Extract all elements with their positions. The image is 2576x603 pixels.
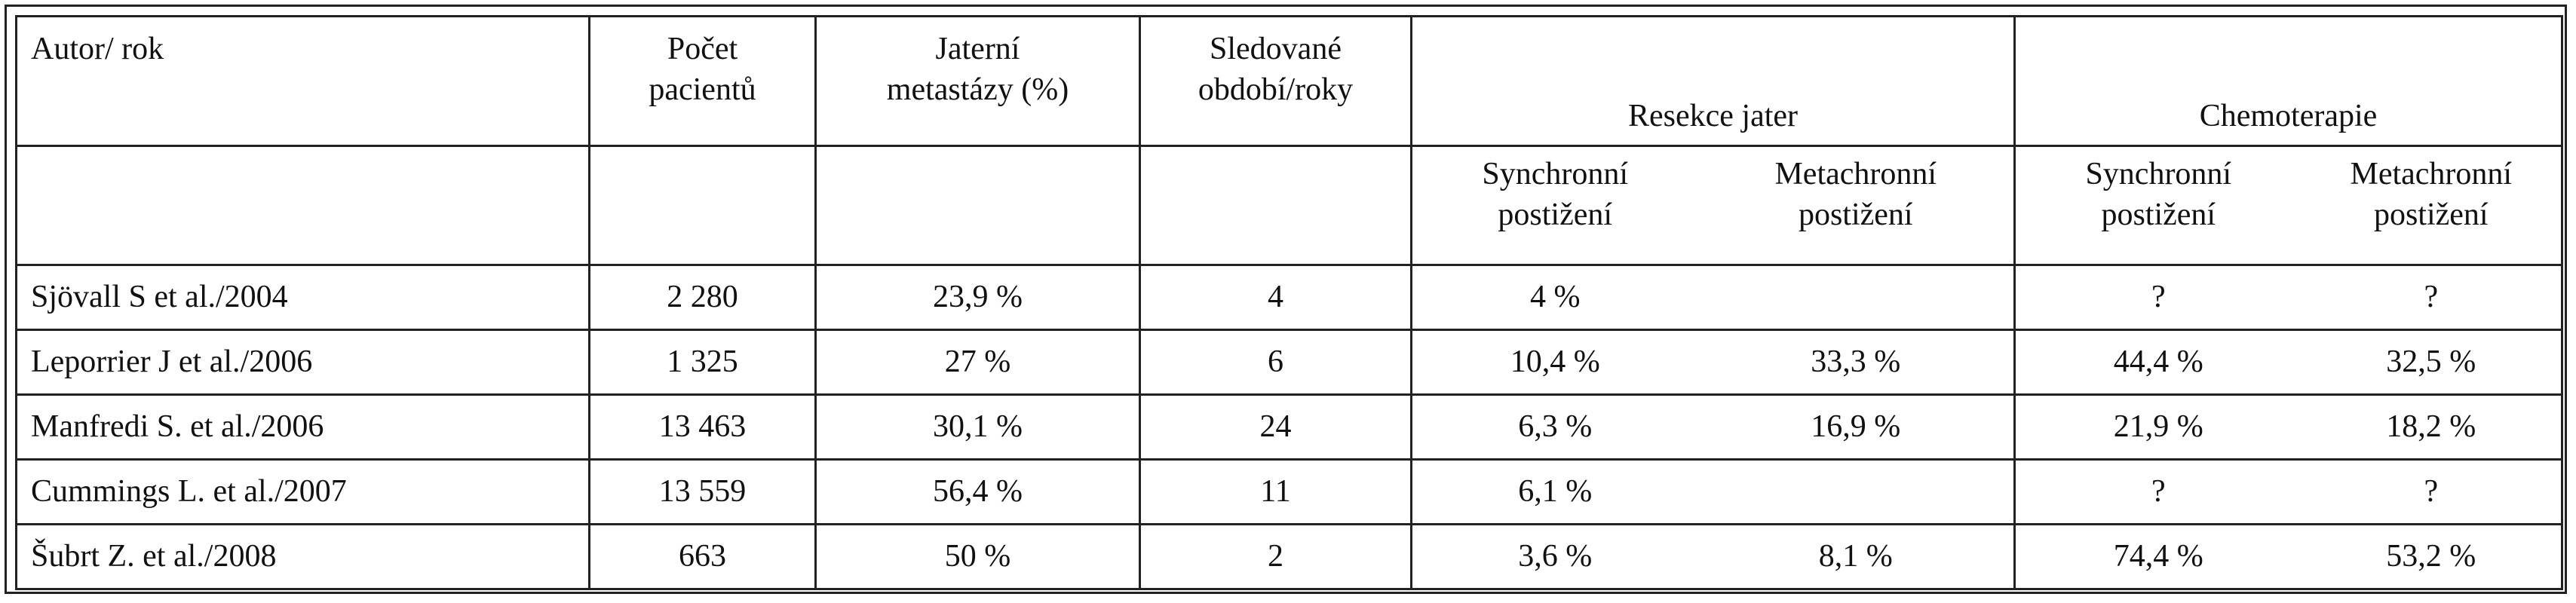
cell-patients: 13 463	[588, 393, 817, 461]
cell-liver: 30,1 %	[814, 393, 1141, 461]
table-subheader-row: Synchronní postižení Metachronní postiže…	[15, 145, 2564, 266]
header-patients: Počet pacientů	[588, 15, 817, 147]
cell-res-meta	[1697, 264, 2016, 331]
header-patients-line1: Počet	[667, 32, 738, 66]
table-row: Leporrier J et al./2006 1 325 27 % 6 10,…	[15, 329, 2564, 396]
cell-followup: 11	[1139, 458, 1412, 525]
cell-chemo-meta: 32,5 %	[2301, 329, 2564, 396]
table-frame	[5, 5, 2567, 594]
cell-chemo-meta: ?	[2301, 264, 2564, 331]
cell-patients: 663	[588, 523, 817, 590]
header-liver-metastases: Jaterní metastázy (%)	[814, 15, 1141, 147]
header-patients-line2: pacientů	[649, 72, 756, 107]
cell-res-meta: 8,1 %	[1697, 523, 2016, 590]
cell-followup: 2	[1139, 523, 1412, 590]
subheader-chemo-sync-line2: postižení	[2101, 197, 2216, 232]
header-author: Autor/ rok	[15, 15, 590, 147]
cell-res-meta	[1697, 458, 2016, 525]
cell-followup: 6	[1139, 329, 1412, 396]
cell-res-sync: 10,4 %	[1410, 329, 1698, 396]
subheader-empty-author	[15, 145, 590, 266]
cell-res-meta: 33,3 %	[1697, 329, 2016, 396]
subheader-resection-meta: Metachronní postižení	[1697, 145, 2016, 266]
cell-author: Manfredi S. et al./2006	[15, 393, 590, 461]
table-header-row: Autor/ rok Počet pacientů Jaterní metast…	[15, 15, 2564, 147]
cell-chemo-sync: 74,4 %	[2013, 523, 2302, 590]
cell-author: Šubrt Z. et al./2008	[15, 523, 590, 590]
header-followup: Sledované období/roky	[1139, 15, 1412, 147]
cell-author: Cummings L. et al./2007	[15, 458, 590, 525]
cell-chemo-meta: 18,2 %	[2301, 393, 2564, 461]
table-row: Manfredi S. et al./2006 13 463 30,1 % 24…	[15, 393, 2564, 461]
cell-patients: 2 280	[588, 264, 817, 331]
subheader-resection-sync-line1: Synchronní	[1482, 157, 1629, 191]
cell-res-sync: 3,6 %	[1410, 523, 1698, 590]
subheader-resection-sync-line2: postižení	[1498, 197, 1613, 232]
subheader-empty-patients	[588, 145, 817, 266]
subheader-resection-meta-line2: postižení	[1798, 197, 1913, 232]
cell-res-sync: 6,1 %	[1410, 458, 1698, 525]
cell-liver: 56,4 %	[814, 458, 1141, 525]
header-chemotherapy: Chemoterapie	[2013, 15, 2564, 147]
cell-chemo-sync: 21,9 %	[2013, 393, 2302, 461]
cell-res-meta: 16,9 %	[1697, 393, 2016, 461]
subheader-resection-meta-line1: Metachronní	[1774, 157, 1937, 191]
cell-chemo-sync: ?	[2013, 264, 2302, 331]
cell-liver: 27 %	[814, 329, 1141, 396]
table-row: Sjövall S et al./2004 2 280 23,9 % 4 4 %…	[15, 264, 2564, 331]
cell-liver: 50 %	[814, 523, 1141, 590]
subheader-empty-liver	[814, 145, 1141, 266]
cell-chemo-sync: 44,4 %	[2013, 329, 2302, 396]
subheader-chemo-meta-line2: postižení	[2373, 197, 2489, 232]
cell-chemo-meta: ?	[2301, 458, 2564, 525]
header-followup-line2: období/roky	[1198, 72, 1354, 107]
cell-res-sync: 4 %	[1410, 264, 1698, 331]
cell-patients: 1 325	[588, 329, 817, 396]
subheader-resection-sync: Synchronní postižení	[1410, 145, 1698, 266]
cell-chemo-meta: 53,2 %	[2301, 523, 2564, 590]
cell-chemo-sync: ?	[2013, 458, 2302, 525]
cell-followup: 4	[1139, 264, 1412, 331]
subheader-chemo-meta-line1: Metachronní	[2350, 157, 2513, 191]
metastases-table: Autor/ rok Počet pacientů Jaterní metast…	[15, 15, 2564, 590]
table-row: Cummings L. et al./2007 13 559 56,4 % 11…	[15, 458, 2564, 525]
cell-author: Sjövall S et al./2004	[15, 264, 590, 331]
cell-author: Leporrier J et al./2006	[15, 329, 590, 396]
header-resection: Resekce jater	[1409, 15, 2016, 147]
cell-res-sync: 6,3 %	[1410, 393, 1698, 461]
subheader-chemo-meta: Metachronní postižení	[2301, 145, 2564, 266]
cell-followup: 24	[1139, 393, 1412, 461]
subheader-chemo-sync-line1: Synchronní	[2085, 157, 2232, 191]
header-followup-line1: Sledované	[1210, 32, 1342, 66]
cell-liver: 23,9 %	[814, 264, 1141, 331]
header-liver-line2: metastázy (%)	[886, 72, 1069, 107]
table-row: Šubrt Z. et al./2008 663 50 % 2 3,6 % 8,…	[15, 523, 2564, 590]
header-liver-line1: Jaterní	[935, 32, 1020, 66]
subheader-empty-followup	[1139, 145, 1412, 266]
cell-patients: 13 559	[588, 458, 817, 525]
subheader-chemo-sync: Synchronní postižení	[2013, 145, 2302, 266]
